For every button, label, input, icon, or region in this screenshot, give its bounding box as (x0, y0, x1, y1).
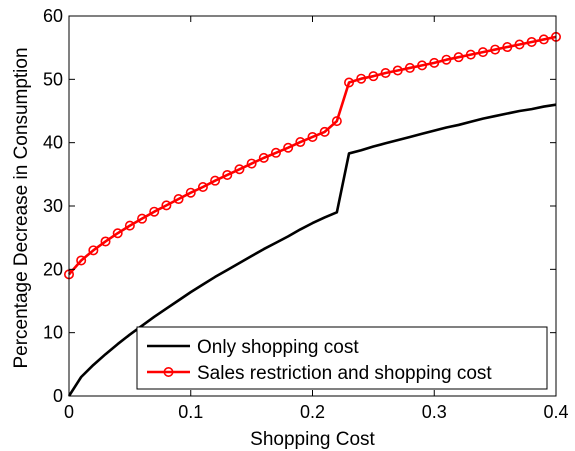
data-point (356, 73, 367, 84)
data-point (453, 52, 464, 63)
x-tick-label: 0.2 (300, 402, 325, 422)
data-point (210, 175, 221, 186)
data-point (526, 36, 537, 47)
x-axis-label: Shopping Cost (250, 429, 375, 450)
data-point (197, 182, 208, 193)
data-point (283, 142, 294, 153)
data-point (477, 47, 488, 58)
y-tick-label: 50 (43, 69, 63, 89)
data-point (246, 158, 257, 169)
data-point (441, 54, 452, 65)
legend-marker (163, 366, 174, 377)
data-point (514, 39, 525, 50)
x-tick-label: 0.4 (543, 402, 568, 422)
series-2 (64, 31, 561, 280)
data-point (331, 116, 342, 127)
x-tick-label: 0.1 (178, 402, 203, 422)
data-point (319, 126, 330, 137)
data-point (76, 255, 87, 266)
y-tick-label: 10 (43, 323, 63, 343)
y-axis-label: Percentage Decrease in Consumption (11, 47, 32, 368)
data-point (417, 60, 428, 71)
data-point (368, 71, 379, 82)
data-point (161, 200, 172, 211)
legend: Only shopping cost Sales restriction and … (136, 326, 548, 390)
y-tick-label: 40 (43, 133, 63, 153)
data-point (429, 57, 440, 68)
data-point (149, 206, 160, 217)
data-point (538, 34, 549, 45)
data-point (307, 131, 318, 142)
data-point (344, 77, 355, 88)
data-point (112, 228, 123, 239)
series-layer (64, 31, 561, 397)
data-point (222, 169, 233, 180)
data-point (404, 62, 415, 73)
series-1 (67, 103, 557, 397)
data-point (392, 65, 403, 76)
legend-box (136, 326, 548, 390)
data-point (137, 213, 148, 224)
data-point (100, 236, 111, 247)
data-point (234, 164, 245, 175)
data-point (173, 194, 184, 205)
data-point (502, 42, 513, 53)
data-point (295, 137, 306, 148)
legend-entry: Only shopping cost (147, 337, 359, 358)
data-point (88, 245, 99, 256)
series-line (67, 103, 557, 397)
data-point (270, 147, 281, 158)
data-point (258, 152, 269, 163)
axes-layer: 0 0.1 0.2 0.3 0.4 0 10 20 30 40 50 60 (43, 6, 569, 422)
y-tick-label: 20 (43, 259, 63, 279)
legend-label: Sales restriction and shopping cost (197, 363, 492, 384)
x-tick-label: 0 (64, 402, 74, 422)
y-tick-label: 0 (53, 386, 63, 406)
data-point (465, 49, 476, 60)
legend-entry: Sales restriction and shopping cost (147, 363, 492, 384)
data-point (185, 187, 196, 198)
y-tick-label: 60 (43, 6, 63, 26)
data-point (380, 68, 391, 79)
data-point (124, 220, 135, 231)
legend-label: Only shopping cost (197, 337, 359, 358)
y-tick-label: 30 (43, 196, 63, 216)
x-tick-label: 0.3 (422, 402, 447, 422)
data-point (490, 44, 501, 55)
